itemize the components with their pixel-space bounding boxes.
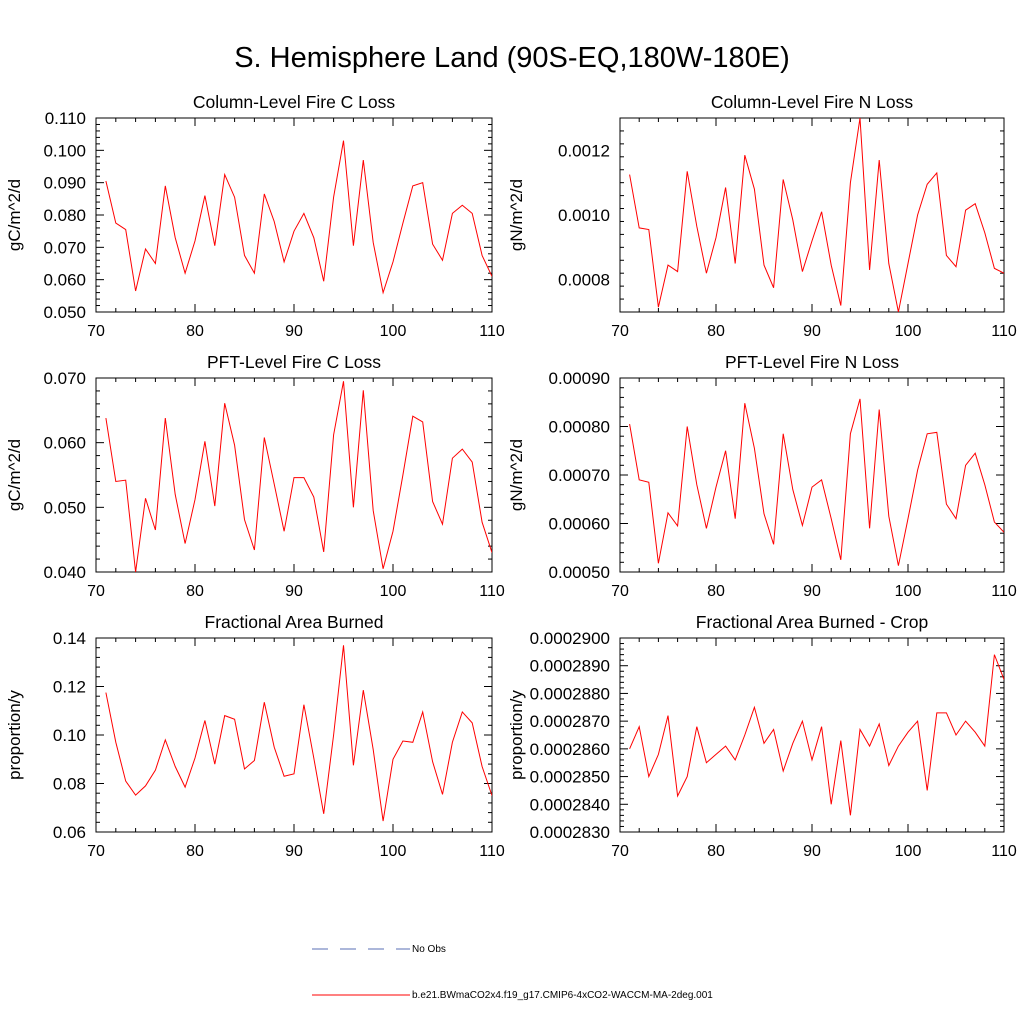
y-tick-label: 0.0002830 <box>530 823 610 842</box>
x-tick-label: 90 <box>803 583 821 600</box>
x-tick-label: 100 <box>895 323 922 340</box>
y-tick-label: 0.0002840 <box>530 795 610 814</box>
y-tick-label: 0.050 <box>43 498 86 517</box>
x-tick-label: 80 <box>707 583 725 600</box>
plot-frame <box>95 117 493 313</box>
panel-2: 70 80 90 100 110 0.0008 0.0010 0.0012 Column-Lev… <box>507 92 1017 340</box>
x-tick-label: 90 <box>285 843 303 860</box>
y-tick-label: 0.00070 <box>549 466 610 485</box>
y-tick-label: 0.12 <box>53 678 86 697</box>
y-tick-label: 0.060 <box>43 271 86 290</box>
y-axis-label: proportion/y <box>5 690 24 780</box>
series-line <box>105 140 492 295</box>
x-tick-label: 100 <box>380 843 407 860</box>
x-tick-label: 80 <box>186 843 204 860</box>
series-line <box>105 381 492 572</box>
x-tick-label: 70 <box>87 843 105 860</box>
x-tick-label: 100 <box>895 843 922 860</box>
y-axis-label: gN/m^2/d <box>507 179 526 251</box>
x-tick-label: 70 <box>611 843 629 860</box>
panel-4: 70 80 90 100 110 0.00050 0.00060 0.00070 0.00080… <box>507 352 1017 600</box>
panel-title: PFT-Level Fire N Loss <box>725 352 899 372</box>
legend-label-model-run: b.e21.BWmaCO2x4.f19_g17.CMIP6-4xCO2-WACC… <box>412 990 713 1001</box>
y-axis-label: proportion/y <box>507 690 526 780</box>
x-tick-label: 70 <box>87 323 105 340</box>
panel-title: Column-Level Fire C Loss <box>193 92 396 112</box>
plot-frame <box>619 117 1005 313</box>
x-tick-label: 80 <box>186 323 204 340</box>
x-tick-label: 90 <box>803 323 821 340</box>
y-tick-label: 0.00080 <box>549 418 610 437</box>
y-tick-label: 0.080 <box>43 206 86 225</box>
panel-title: Fractional Area Burned - Crop <box>696 612 928 632</box>
y-tick-label: 0.0008 <box>558 271 610 290</box>
panel-3: 70 80 90 100 110 0.040 0.050 0.060 0.070 PFT-Leve… <box>5 352 505 600</box>
panel-title: Fractional Area Burned <box>205 612 384 632</box>
x-tick-label: 110 <box>991 583 1017 600</box>
y-tick-label: 0.14 <box>53 629 86 648</box>
x-tick-label: 100 <box>380 323 407 340</box>
y-tick-label: 0.0010 <box>558 206 610 225</box>
plot-frame <box>95 637 493 833</box>
x-tick-label: 80 <box>707 323 725 340</box>
plot-frame <box>619 637 1005 833</box>
y-tick-label: 0.090 <box>43 174 86 193</box>
x-tick-label: 110 <box>991 843 1017 860</box>
x-tick-label: 90 <box>285 323 303 340</box>
y-tick-label: 0.00090 <box>549 369 610 388</box>
y-axis-label: gC/m^2/d <box>5 439 24 511</box>
y-axis-label: gN/m^2/d <box>507 439 526 511</box>
series-line <box>629 398 1004 566</box>
plot-frame <box>95 377 493 573</box>
y-tick-label: 0.0002870 <box>530 712 610 731</box>
panel-6: 70 80 90 100 110 0.0002830 0.0002840 0.0002850 0… <box>507 612 1017 860</box>
y-tick-label: 0.00050 <box>549 563 610 582</box>
y-axis-label: gC/m^2/d <box>5 179 24 251</box>
series-line <box>105 645 492 822</box>
y-tick-label: 0.10 <box>53 726 86 745</box>
page-title: S. Hemisphere Land (90S-EQ,180W-180E) <box>234 42 790 74</box>
y-tick-label: 0.040 <box>43 563 86 582</box>
y-tick-label: 0.0002860 <box>530 740 610 759</box>
y-tick-label: 0.0002890 <box>530 657 610 676</box>
x-tick-label: 90 <box>285 583 303 600</box>
x-tick-label: 80 <box>186 583 204 600</box>
y-tick-label: 0.08 <box>53 775 86 794</box>
x-tick-label: 110 <box>991 323 1017 340</box>
x-tick-label: 70 <box>611 583 629 600</box>
panel-title: Column-Level Fire N Loss <box>711 92 914 112</box>
panel-1: 70 80 90 100 110 0.050 0.060 0.070 0.080 0.090 0.1… <box>5 92 505 340</box>
x-tick-label: 70 <box>611 323 629 340</box>
x-tick-label: 100 <box>380 583 407 600</box>
y-tick-label: 0.070 <box>43 238 86 257</box>
y-tick-label: 0.0012 <box>558 141 610 160</box>
x-tick-label: 100 <box>895 583 922 600</box>
plot-frame <box>619 377 1005 573</box>
y-tick-label: 0.110 <box>45 109 86 128</box>
y-tick-label: 0.050 <box>43 303 86 322</box>
x-tick-label: 80 <box>707 843 725 860</box>
series-line <box>629 118 1004 312</box>
x-tick-label: 70 <box>87 583 105 600</box>
y-tick-label: 0.0002880 <box>530 684 610 703</box>
series-line <box>629 654 1004 816</box>
y-tick-label: 0.070 <box>43 369 86 388</box>
y-tick-label: 0.06 <box>53 823 86 842</box>
x-tick-label: 90 <box>803 843 821 860</box>
y-tick-label: 0.100 <box>43 141 86 160</box>
y-tick-label: 0.0002850 <box>530 768 610 787</box>
panel-title: PFT-Level Fire C Loss <box>207 352 381 372</box>
legend-label-no-obs: No Obs <box>412 944 446 955</box>
y-tick-label: 0.0002900 <box>530 629 610 648</box>
panel-5: 70 80 90 100 110 0.06 0.08 0.10 0.12 0.14 Fraction… <box>5 612 505 860</box>
x-tick-label: 110 <box>479 843 505 860</box>
x-tick-label: 110 <box>479 583 505 600</box>
y-tick-label: 0.060 <box>43 434 86 453</box>
y-tick-label: 0.00060 <box>549 515 610 534</box>
x-tick-label: 110 <box>479 323 505 340</box>
